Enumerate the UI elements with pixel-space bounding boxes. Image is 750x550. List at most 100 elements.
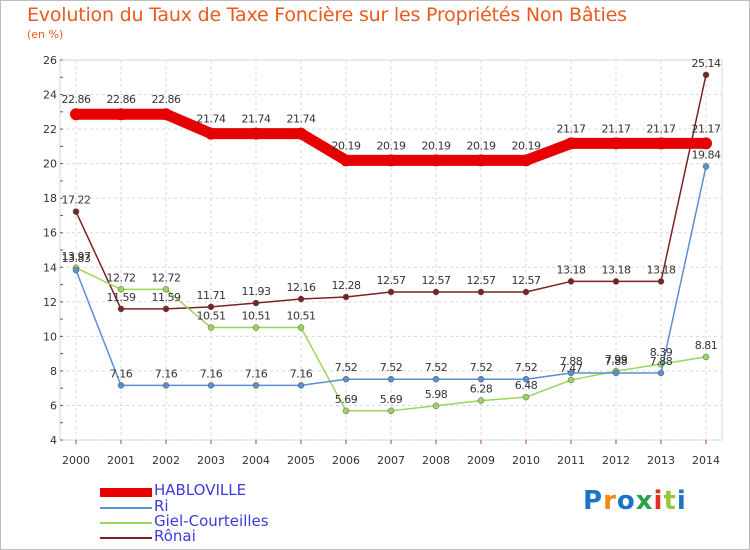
data-point: [295, 127, 307, 140]
data-point: [117, 286, 125, 293]
legend-swatch-giel-courteilles: [100, 522, 152, 524]
data-point: [340, 154, 352, 167]
data-point: [477, 397, 485, 404]
data-label: 7.52: [470, 361, 493, 374]
data-label: 7.99: [605, 353, 628, 366]
data-label: 22.86: [107, 93, 136, 106]
data-label: 7.88: [650, 355, 673, 368]
data-point: [475, 154, 487, 167]
x-tick-label: 2003: [197, 454, 225, 467]
data-label: 7.16: [245, 367, 268, 380]
data-point: [297, 382, 305, 389]
data-label: 5.69: [335, 393, 358, 406]
data-label: 11.59: [107, 291, 136, 304]
logo-letter: i: [653, 486, 664, 516]
x-tick-label: 2007: [377, 454, 405, 467]
data-label: 7.16: [110, 367, 133, 380]
data-point: [162, 382, 170, 389]
data-label: 12.57: [377, 274, 406, 287]
data-label: 22.86: [62, 93, 91, 106]
data-point: [385, 154, 397, 167]
data-label: 13.97: [62, 250, 91, 263]
data-point: [612, 369, 620, 377]
data-label: 12.72: [152, 271, 181, 284]
data-point: [432, 402, 440, 410]
logo-letter: t: [663, 486, 677, 516]
y-tick-label: 18: [43, 192, 57, 205]
legend-swatch-habloville: [100, 488, 152, 497]
data-point: [252, 324, 260, 331]
data-point: [522, 393, 530, 401]
data-label: 21.17: [647, 122, 676, 135]
data-label: 20.19: [332, 139, 361, 152]
data-point: [477, 288, 485, 296]
y-tick-label: 4: [50, 434, 57, 447]
data-label: 19.84: [692, 148, 721, 161]
data-label: 21.17: [692, 122, 721, 135]
data-label: 5.98: [425, 388, 448, 401]
data-label: 7.52: [335, 361, 358, 374]
y-tick-label: 14: [43, 261, 57, 274]
data-point: [297, 324, 305, 331]
data-label: 25.14: [692, 57, 721, 70]
data-point: [387, 407, 395, 415]
logo-letter: x: [635, 486, 654, 516]
y-tick-label: 8: [50, 365, 57, 378]
data-label: 7.88: [605, 355, 628, 368]
data-label: 8.81: [695, 339, 718, 352]
data-point: [432, 375, 440, 383]
logo-letter: P: [583, 486, 604, 516]
x-tick-label: 2005: [287, 454, 315, 467]
data-point: [162, 286, 170, 293]
y-tick-label: 6: [50, 399, 57, 412]
data-label: 20.19: [512, 139, 541, 152]
y-tick-label: 20: [43, 158, 57, 171]
data-label: 7.88: [560, 355, 583, 368]
chart-title: Evolution du Taux de Taxe Foncière sur l…: [27, 4, 627, 26]
x-tick-label: 2012: [602, 454, 630, 467]
data-label: 17.22: [62, 194, 91, 207]
legend-label-ri: Ri: [154, 497, 169, 515]
data-point: [207, 324, 215, 331]
data-point: [342, 293, 350, 301]
data-point: [567, 376, 575, 384]
data-point: [252, 299, 260, 307]
data-point: [612, 278, 620, 285]
data-label: 7.16: [290, 367, 313, 380]
data-label: 10.51: [197, 310, 226, 323]
data-label: 5.69: [380, 393, 403, 406]
data-label: 20.19: [377, 139, 406, 152]
y-axis-unit-label: (en %): [27, 28, 64, 41]
data-label: 7.52: [380, 361, 403, 374]
data-label: 7.52: [515, 361, 538, 374]
data-label: 10.51: [287, 310, 316, 323]
legend-label-ronai: Rônai: [154, 527, 196, 545]
data-label: 13.18: [647, 263, 676, 276]
x-tick-label: 2010: [512, 454, 540, 467]
data-label: 20.19: [422, 139, 451, 152]
data-point: [207, 303, 215, 311]
data-point: [430, 154, 442, 167]
data-point: [567, 278, 575, 285]
data-label: 6.48: [515, 379, 538, 392]
y-tick-label: 16: [43, 227, 57, 240]
data-label: 6.28: [470, 383, 493, 396]
data-point: [252, 382, 260, 389]
data-point: [342, 407, 350, 415]
data-label: 12.28: [332, 279, 361, 292]
data-label: 12.57: [512, 274, 541, 287]
y-tick-label: 12: [43, 296, 57, 309]
y-tick-label: 26: [43, 54, 57, 67]
data-point: [522, 375, 530, 383]
data-point: [250, 127, 262, 140]
y-tick-label: 10: [43, 330, 57, 343]
logo-letter: o: [616, 486, 636, 516]
legend-label-giel-courteilles: Giel-Courteilles: [154, 512, 269, 530]
data-label: 7.47: [560, 362, 583, 375]
data-label: 10.51: [242, 310, 271, 323]
data-point: [162, 305, 170, 313]
data-point: [387, 375, 395, 383]
data-point: [387, 288, 395, 296]
x-tick-label: 2004: [242, 454, 270, 467]
logo-letter: r: [603, 486, 617, 516]
